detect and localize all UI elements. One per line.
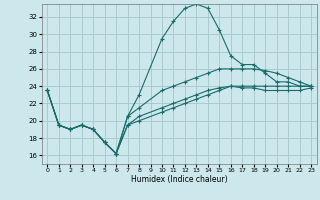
X-axis label: Humidex (Indice chaleur): Humidex (Indice chaleur) xyxy=(131,175,228,184)
